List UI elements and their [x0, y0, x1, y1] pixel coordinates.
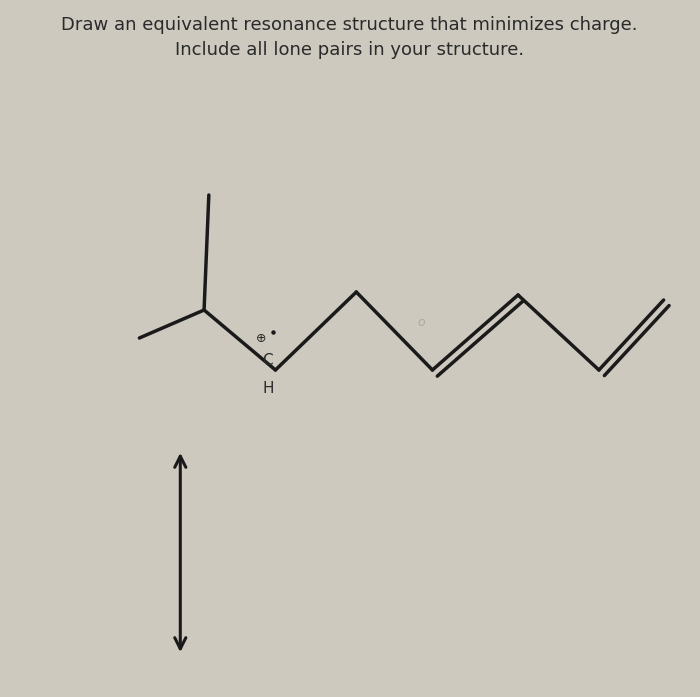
Text: Draw an equivalent resonance structure that minimizes charge.: Draw an equivalent resonance structure t… — [62, 16, 638, 34]
Text: ⊕: ⊕ — [256, 332, 267, 344]
Text: o: o — [417, 316, 425, 328]
Text: Include all lone pairs in your structure.: Include all lone pairs in your structure… — [175, 41, 524, 59]
Text: H: H — [262, 381, 274, 395]
Text: C: C — [262, 353, 273, 367]
